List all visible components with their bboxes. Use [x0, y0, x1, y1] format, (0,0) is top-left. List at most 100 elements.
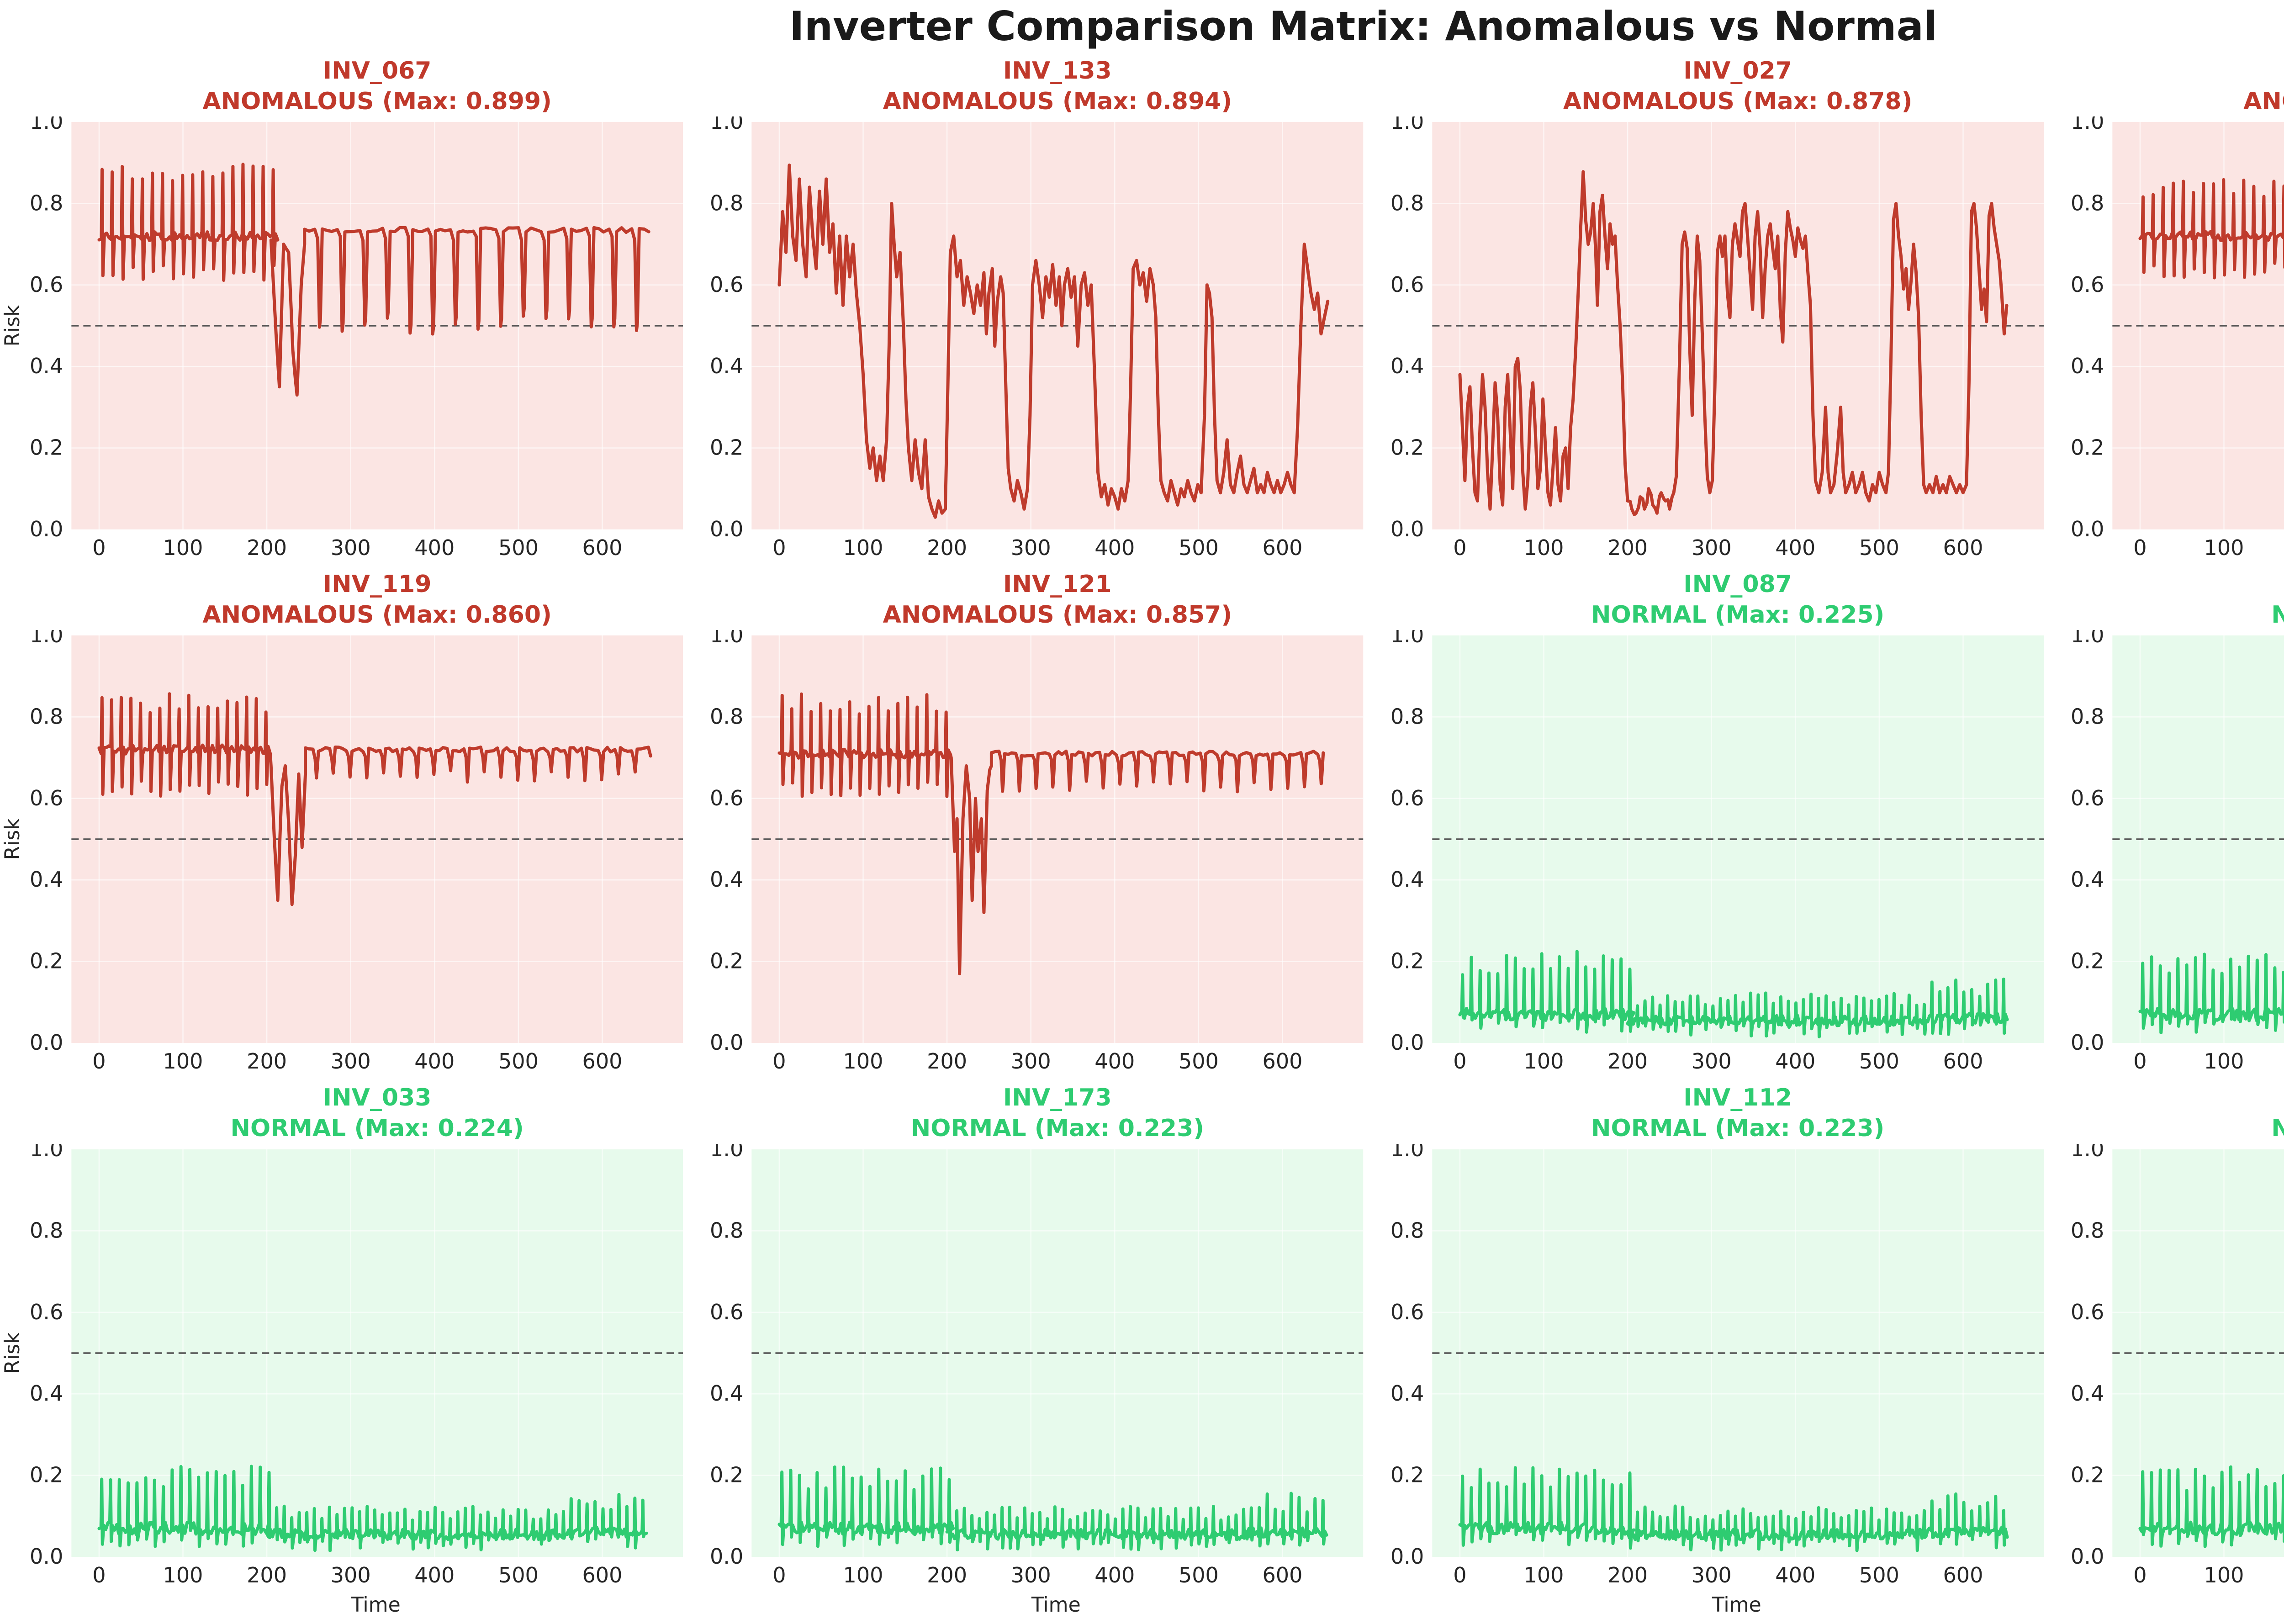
y-tick-label: 0.0 — [710, 1544, 743, 1569]
y-tick-label: 1.0 — [1390, 1144, 1423, 1161]
y-tick-label: 0.8 — [1390, 191, 1423, 216]
inverter-id: INV_117 — [2112, 569, 2284, 600]
y-tick-label: 0.4 — [710, 354, 743, 378]
inverter-id: INV_173 — [1003, 1084, 1112, 1112]
y-tick-label: 0.2 — [2071, 1462, 2104, 1487]
x-tick-label: 600 — [1263, 1563, 1303, 1587]
y-tick-label: 1.0 — [30, 1144, 63, 1161]
y-tick-label: 0.6 — [710, 272, 743, 297]
plot-background — [751, 122, 1364, 530]
x-tick-label: 0 — [92, 1563, 106, 1587]
x-tick-label: 400 — [414, 1049, 455, 1074]
risk-series-path — [777, 1465, 1328, 1551]
x-tick-label: 400 — [414, 1563, 455, 1587]
x-tick-label: 400 — [1775, 1563, 1815, 1587]
x-tick-label: 200 — [1607, 1049, 1648, 1074]
x-tick-label: 400 — [414, 535, 455, 560]
x-tick-label: 100 — [1523, 535, 1564, 560]
y-tick-label: 0.4 — [2071, 868, 2104, 892]
x-tick-label: 0 — [773, 1049, 786, 1074]
risk-series-path — [2138, 1465, 2284, 1548]
y-tick-label: 0.2 — [2071, 949, 2104, 973]
y-tick-label: 0.4 — [1390, 354, 1423, 378]
y-tick-label: 0.4 — [30, 1381, 63, 1406]
subplot-inv-027: INV_027 ANOMALOUS (Max: 0.878) 0.0 0.2 0.4… — [1364, 49, 2044, 563]
y-tick-label: 0.0 — [2071, 517, 2104, 541]
risk-series-path — [97, 163, 650, 397]
status-line: ANOMALOUS (Max: 0.860) — [202, 601, 552, 629]
x-tick-label: 500 — [498, 1049, 539, 1074]
subplot-inv-173: INV_173 NORMAL (Max: 0.223) 0.0 0.2 0.4 0.6… — [683, 1076, 1364, 1617]
x-tick-label: 200 — [247, 1049, 287, 1074]
x-tick-label: 500 — [1859, 535, 1899, 560]
subplot-inv-078: INV_078 NORMAL (Max: 0.221) 0.0 0.2 0.4 0.6… — [2044, 1076, 2284, 1617]
x-tick-label: 400 — [1095, 535, 1135, 560]
x-tick-label: 300 — [1691, 1563, 1731, 1587]
plot-background — [71, 635, 683, 1043]
x-tick-label: 0 — [2133, 1049, 2147, 1074]
y-axis-label: Risk — [3, 1332, 24, 1374]
y-tick-label: 1.0 — [710, 630, 743, 647]
risk-series-path — [777, 693, 1325, 976]
x-tick-label: 100 — [1523, 1563, 1564, 1587]
y-tick-label: 0.0 — [710, 517, 743, 541]
x-tick-label: 100 — [1523, 1049, 1564, 1074]
y-tick-label: 0.6 — [1390, 786, 1423, 810]
subplot-title: INV_112 NORMAL (Max: 0.223) — [1364, 1083, 2044, 1143]
plot-inv-027: 0.0 0.2 0.4 0.6 0.8 1.0 0 100 200 300 400 500 600 — [1390, 116, 2044, 560]
y-tick-label: 0.8 — [1390, 704, 1423, 729]
y-tick-label: 0.4 — [2071, 354, 2104, 378]
y-tick-label: 0.6 — [710, 786, 743, 810]
y-tick-label: 0.2 — [2071, 435, 2104, 460]
subplot-inv-133: INV_133 ANOMALOUS (Max: 0.894) 0.0 0.2 0.4… — [683, 49, 1364, 563]
x-tick-label: 200 — [927, 535, 967, 560]
y-tick-label: 0.0 — [30, 1030, 63, 1055]
x-tick-label: 0 — [773, 1563, 786, 1587]
y-tick-label: 0.8 — [2071, 191, 2104, 216]
plot-background — [751, 635, 1364, 1043]
status-line: NORMAL (Max: 0.223) — [910, 1114, 1205, 1142]
plot-inv-119: 0.0 0.2 0.4 0.6 0.8 1.0 0 100 200 300 400 500 600 Ris… — [3, 630, 683, 1074]
inverter-id: INV_087 — [1683, 571, 1792, 598]
x-tick-label: 600 — [582, 535, 622, 560]
x-tick-label: 0 — [1453, 1563, 1466, 1587]
x-tick-label: 500 — [498, 535, 539, 560]
y-tick-label: 1.0 — [2071, 116, 2104, 134]
x-tick-label: 100 — [843, 1563, 883, 1587]
plot-inv-133: 0.0 0.2 0.4 0.6 0.8 1.0 0 100 200 300 400 500 600 — [710, 116, 1364, 560]
x-tick-label: 0 — [92, 535, 106, 560]
subplot-title: INV_122 ANOMALOUS (Max: 0.865) — [2044, 56, 2284, 116]
x-tick-label: 500 — [1179, 1049, 1219, 1074]
subplot-title: INV_133 ANOMALOUS (Max: 0.894) — [683, 56, 1363, 116]
subplot-title: INV_078 NORMAL (Max: 0.221) — [2044, 1083, 2284, 1143]
y-tick-label: 1.0 — [30, 630, 63, 647]
risk-series-path — [777, 164, 1330, 519]
x-axis-label: Time — [1031, 1593, 1081, 1617]
y-tick-label: 0.2 — [1390, 949, 1423, 973]
y-tick-label: 0.6 — [30, 1299, 63, 1324]
inverter-id: INV_027 — [1683, 57, 1792, 85]
x-tick-label: 300 — [331, 1563, 371, 1587]
y-tick-label: 0.0 — [2071, 1544, 2104, 1569]
y-tick-label: 0.6 — [710, 1299, 743, 1324]
x-tick-label: 200 — [927, 1563, 967, 1587]
subplot-inv-033: INV_033 NORMAL (Max: 0.224) 0.0 0.2 0.4 0.6… — [3, 1076, 683, 1617]
inverter-id: INV_033 — [323, 1084, 432, 1112]
y-tick-label: 0.6 — [2071, 272, 2104, 297]
x-tick-label: 100 — [2204, 535, 2244, 560]
y-tick-label: 0.4 — [710, 1381, 743, 1406]
risk-series-path — [1458, 950, 2009, 1039]
subplot-title: INV_087 NORMAL (Max: 0.225) — [1364, 569, 2044, 630]
x-axis-label: Time — [351, 1593, 401, 1617]
inverter-id: INV_078 — [2112, 1083, 2284, 1113]
subplot-title: INV_027 ANOMALOUS (Max: 0.878) — [1364, 56, 2044, 116]
y-tick-label: 0.2 — [30, 1462, 63, 1487]
y-tick-label: 1.0 — [2071, 1144, 2104, 1161]
y-tick-label: 1.0 — [2071, 630, 2104, 647]
y-tick-label: 1.0 — [30, 116, 63, 134]
y-tick-label: 0.0 — [1390, 1030, 1423, 1055]
y-tick-label: 0.4 — [2071, 1381, 2104, 1406]
x-axis-label: Time — [1711, 1593, 1761, 1617]
x-tick-label: 500 — [498, 1563, 539, 1587]
subplot-title: INV_119 ANOMALOUS (Max: 0.860) — [3, 569, 683, 630]
